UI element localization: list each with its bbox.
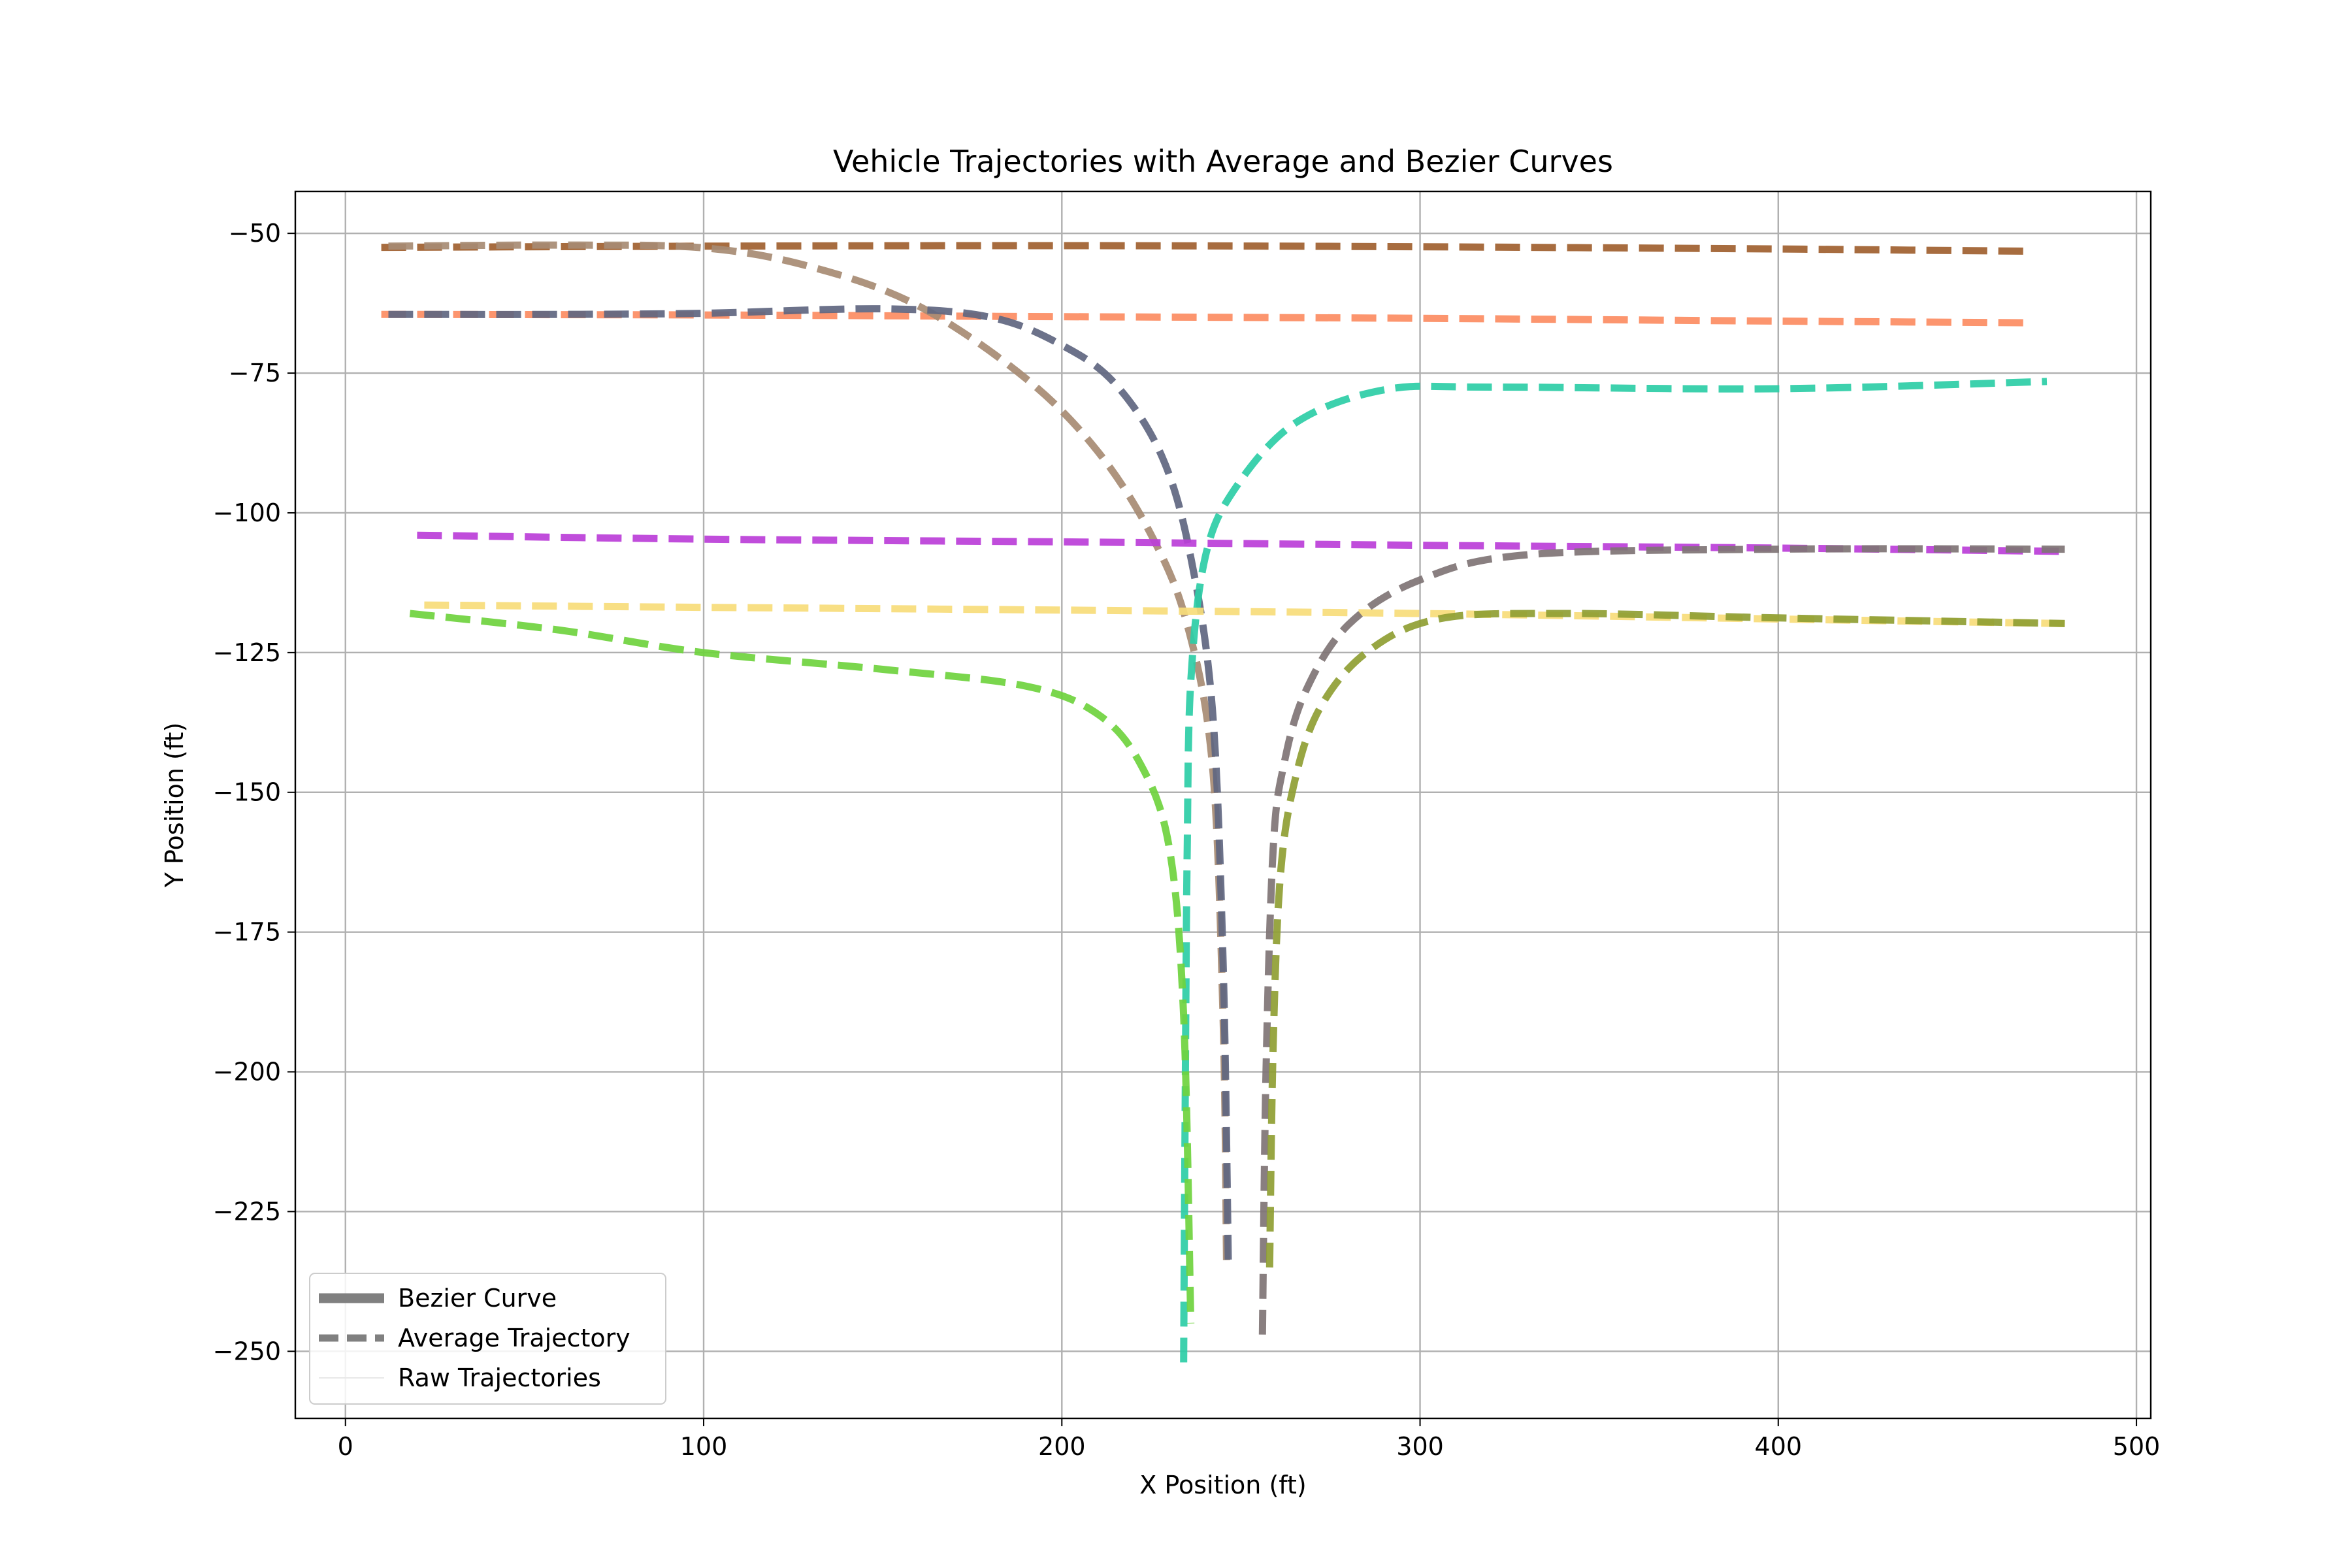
legend: Bezier Curve Average Trajectory Raw Traj… (309, 1273, 666, 1405)
average-trajectory-line-8 (1258, 545, 2065, 1335)
y-tick-label: −225 (213, 1197, 281, 1226)
average-trajectory-line-9 (1266, 610, 2065, 1268)
x-tick-label: 200 (1038, 1432, 1086, 1461)
y-tick-label: −250 (213, 1337, 281, 1365)
y-tick-label: −100 (213, 498, 281, 527)
series-group (381, 241, 2065, 1363)
legend-label-raw: Raw Trajectories (398, 1364, 601, 1392)
legend-label-bezier: Bezier Curve (398, 1284, 557, 1313)
x-axis-label: X Position (ft) (1139, 1471, 1306, 1499)
chart-title: Vehicle Trajectories with Average and Be… (833, 144, 1613, 179)
axis-ticks: 0 100 200 300 400 500 −50 −75 −100 −125 −150 −175 −2… (213, 219, 2161, 1461)
y-tick-label: −200 (213, 1058, 281, 1086)
y-tick-label: −75 (229, 359, 281, 387)
x-tick-label: 400 (1755, 1432, 1803, 1461)
y-tick-label: −125 (213, 638, 281, 667)
y-tick-label: −50 (229, 219, 281, 248)
average-trajectory-line-3 (388, 305, 1232, 1268)
average-trajectory-line-7 (409, 610, 1195, 1324)
plot-frame (294, 190, 2152, 1420)
y-tick-label: −150 (213, 778, 281, 807)
x-tick-label: 500 (2113, 1432, 2161, 1461)
x-tick-label: 0 (338, 1432, 353, 1461)
y-tick-label: −175 (213, 918, 281, 947)
legend-label-average: Average Trajectory (398, 1324, 630, 1352)
y-axis-label: Y Position (ft) (160, 723, 189, 889)
x-tick-label: 100 (680, 1432, 728, 1461)
legend-box (309, 1273, 666, 1405)
x-tick-label: 300 (1396, 1432, 1444, 1461)
